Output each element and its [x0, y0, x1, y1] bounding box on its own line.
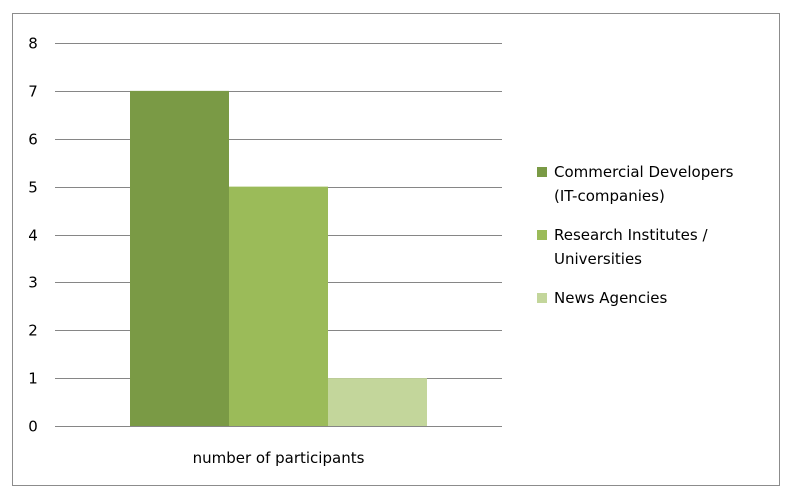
y-tick-label-4: 4	[28, 227, 38, 245]
legend-swatch-research	[537, 230, 547, 240]
legend-swatch-commercial	[537, 167, 547, 177]
chart-legend: Commercial Developers (IT-companies) Res…	[537, 160, 787, 325]
bar-series-1	[130, 90, 229, 426]
bar-series-3	[328, 378, 427, 426]
y-tick-label-2: 2	[28, 322, 38, 340]
x-category-label: number of participants	[193, 449, 365, 467]
legend-item-commercial: Commercial Developers (IT-companies)	[537, 160, 787, 208]
legend-item-research: Research Institutes / Universities	[537, 223, 787, 271]
y-tick-label-8: 8	[28, 35, 38, 53]
legend-label-research-line2: Universities	[554, 250, 643, 268]
bar-series-2	[229, 186, 328, 426]
legend-label-commercial-line2: (IT-companies)	[554, 187, 665, 205]
y-tick-label-5: 5	[28, 179, 38, 197]
y-tick-label-6: 6	[28, 131, 38, 149]
y-tick-label-0: 0	[28, 418, 38, 436]
legend-label-commercial-line1: Commercial Developers	[554, 163, 734, 181]
legend-label-news-line1: News Agencies	[554, 289, 668, 307]
y-tick-label-3: 3	[28, 274, 38, 292]
legend-item-news: News Agencies	[537, 286, 787, 310]
legend-label-research-line1: Research Institutes /	[554, 226, 708, 244]
y-tick-label-7: 7	[28, 83, 38, 101]
y-tick-label-1: 1	[28, 370, 38, 388]
legend-swatch-news	[537, 293, 547, 303]
